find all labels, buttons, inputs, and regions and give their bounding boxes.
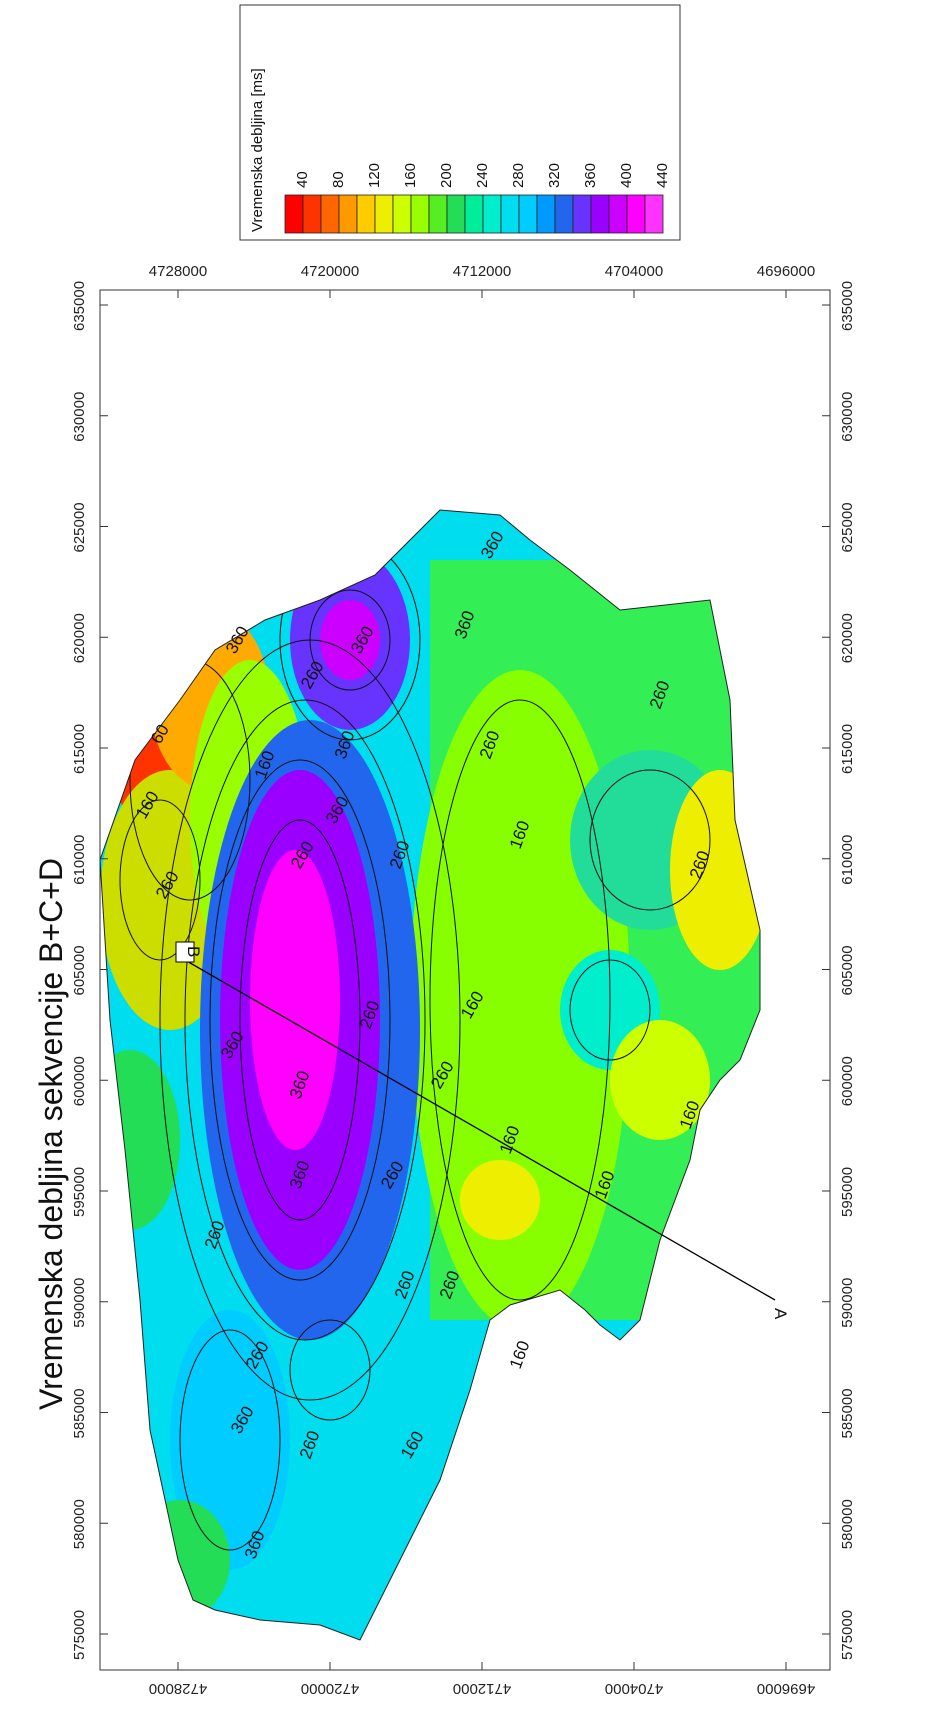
profile-end-marker: B bbox=[175, 941, 203, 963]
northing-label-bottom: 4704000 bbox=[605, 1680, 663, 1697]
legend-swatches bbox=[284, 194, 664, 234]
northing-label-bottom: 4720000 bbox=[301, 1680, 359, 1697]
easting-label-right: 605000 bbox=[839, 945, 856, 995]
legend-swatch bbox=[392, 194, 412, 234]
legend-tick-label: 120 bbox=[366, 163, 383, 188]
profile-start-label: A bbox=[771, 1308, 790, 1320]
legend-swatch bbox=[374, 194, 394, 234]
northing-label-top: 4720000 bbox=[301, 263, 359, 280]
profile-line bbox=[184, 959, 776, 1301]
easting-label-right: 575000 bbox=[839, 1610, 856, 1660]
legend-tick-label: 360 bbox=[582, 163, 599, 188]
legend-tick-label: 200 bbox=[438, 163, 455, 188]
legend-tick-label: 400 bbox=[618, 163, 635, 188]
easting-label-right: 585000 bbox=[839, 1388, 856, 1438]
easting-label-left: 625000 bbox=[71, 502, 88, 552]
legend-swatch bbox=[500, 194, 520, 234]
easting-label-left: 585000 bbox=[71, 1388, 88, 1438]
legend-swatch bbox=[302, 194, 322, 234]
easting-label-right: 635000 bbox=[839, 281, 856, 331]
legend-swatch bbox=[446, 194, 466, 234]
easting-label-left: 635000 bbox=[71, 281, 88, 331]
legend-swatch bbox=[356, 194, 376, 234]
northing-label-top: 4712000 bbox=[453, 263, 511, 280]
legend-tick-label: 240 bbox=[474, 163, 491, 188]
legend-swatch bbox=[572, 194, 592, 234]
legend-tick-label: 440 bbox=[654, 163, 671, 188]
legend-tick-labels: 40 80 120 160 200 240 280 320 360 400 440 bbox=[294, 163, 671, 188]
northing-label-bottom: 4712000 bbox=[453, 1680, 511, 1697]
legend-swatch bbox=[464, 194, 484, 234]
northing-label-top: 4728000 bbox=[149, 263, 207, 280]
data-area-outline bbox=[99, 509, 761, 1641]
easting-label-left: 605000 bbox=[71, 945, 88, 995]
legend-tick-label: 80 bbox=[330, 171, 347, 188]
svg-text:B: B bbox=[184, 946, 203, 957]
easting-label-right: 595000 bbox=[839, 1167, 856, 1217]
map-title-text: Vremenska debljina sekvencije B+C+D bbox=[33, 858, 69, 1410]
map-frame bbox=[99, 289, 831, 1671]
legend-swatch bbox=[536, 194, 556, 234]
color-legend: Vremenska debljina [ms] 40 80 120 160 200 240… bbox=[239, 4, 681, 241]
legend-swatch bbox=[284, 194, 304, 234]
legend-swatch bbox=[626, 194, 646, 234]
legend-swatch bbox=[482, 194, 502, 234]
easting-label-left: 610000 bbox=[71, 835, 88, 885]
legend-swatch bbox=[518, 194, 538, 234]
easting-label-left: 615000 bbox=[71, 724, 88, 774]
easting-label-right: 630000 bbox=[839, 392, 856, 442]
easting-label-right: 620000 bbox=[839, 613, 856, 663]
easting-label-left: 580000 bbox=[71, 1499, 88, 1549]
easting-label-right: 580000 bbox=[839, 1499, 856, 1549]
easting-label-left: 590000 bbox=[71, 1278, 88, 1328]
northing-label-bottom: 4728000 bbox=[149, 1680, 207, 1697]
legend-swatch bbox=[410, 194, 430, 234]
northing-label-bottom: 4696000 bbox=[757, 1680, 815, 1697]
legend-swatch bbox=[590, 194, 610, 234]
legend-tick-label: 320 bbox=[546, 163, 563, 188]
easting-label-right: 615000 bbox=[839, 724, 856, 774]
legend-tick-label: 280 bbox=[510, 163, 527, 188]
easting-label-left: 630000 bbox=[71, 392, 88, 442]
easting-label-right: 590000 bbox=[839, 1278, 856, 1328]
map-title: Vremenska debljina sekvencije B+C+D bbox=[33, 858, 69, 1410]
easting-label-right: 625000 bbox=[839, 502, 856, 552]
legend-tick-label: 40 bbox=[294, 171, 311, 188]
legend-swatch bbox=[608, 194, 628, 234]
easting-label-left: 595000 bbox=[71, 1167, 88, 1217]
legend-swatch bbox=[338, 194, 358, 234]
legend-swatch bbox=[554, 194, 574, 234]
easting-label-right: 610000 bbox=[839, 835, 856, 885]
contour-label: 160 bbox=[506, 1338, 534, 1371]
legend-swatch bbox=[644, 194, 664, 234]
easting-label-left: 620000 bbox=[71, 613, 88, 663]
legend-tick-label: 160 bbox=[402, 163, 419, 188]
legend-swatch bbox=[428, 194, 448, 234]
legend-swatch bbox=[320, 194, 340, 234]
northing-label-top: 4704000 bbox=[605, 263, 663, 280]
easting-label-left: 575000 bbox=[71, 1610, 88, 1660]
easting-label-right: 600000 bbox=[839, 1056, 856, 1106]
legend-title: Vremenska debljina [ms] bbox=[249, 68, 266, 232]
map-axes: 575000 575000 580000 580000 585000 585000 5900… bbox=[71, 263, 856, 1697]
northing-label-top: 4696000 bbox=[757, 263, 815, 280]
easting-label-left: 600000 bbox=[71, 1056, 88, 1106]
